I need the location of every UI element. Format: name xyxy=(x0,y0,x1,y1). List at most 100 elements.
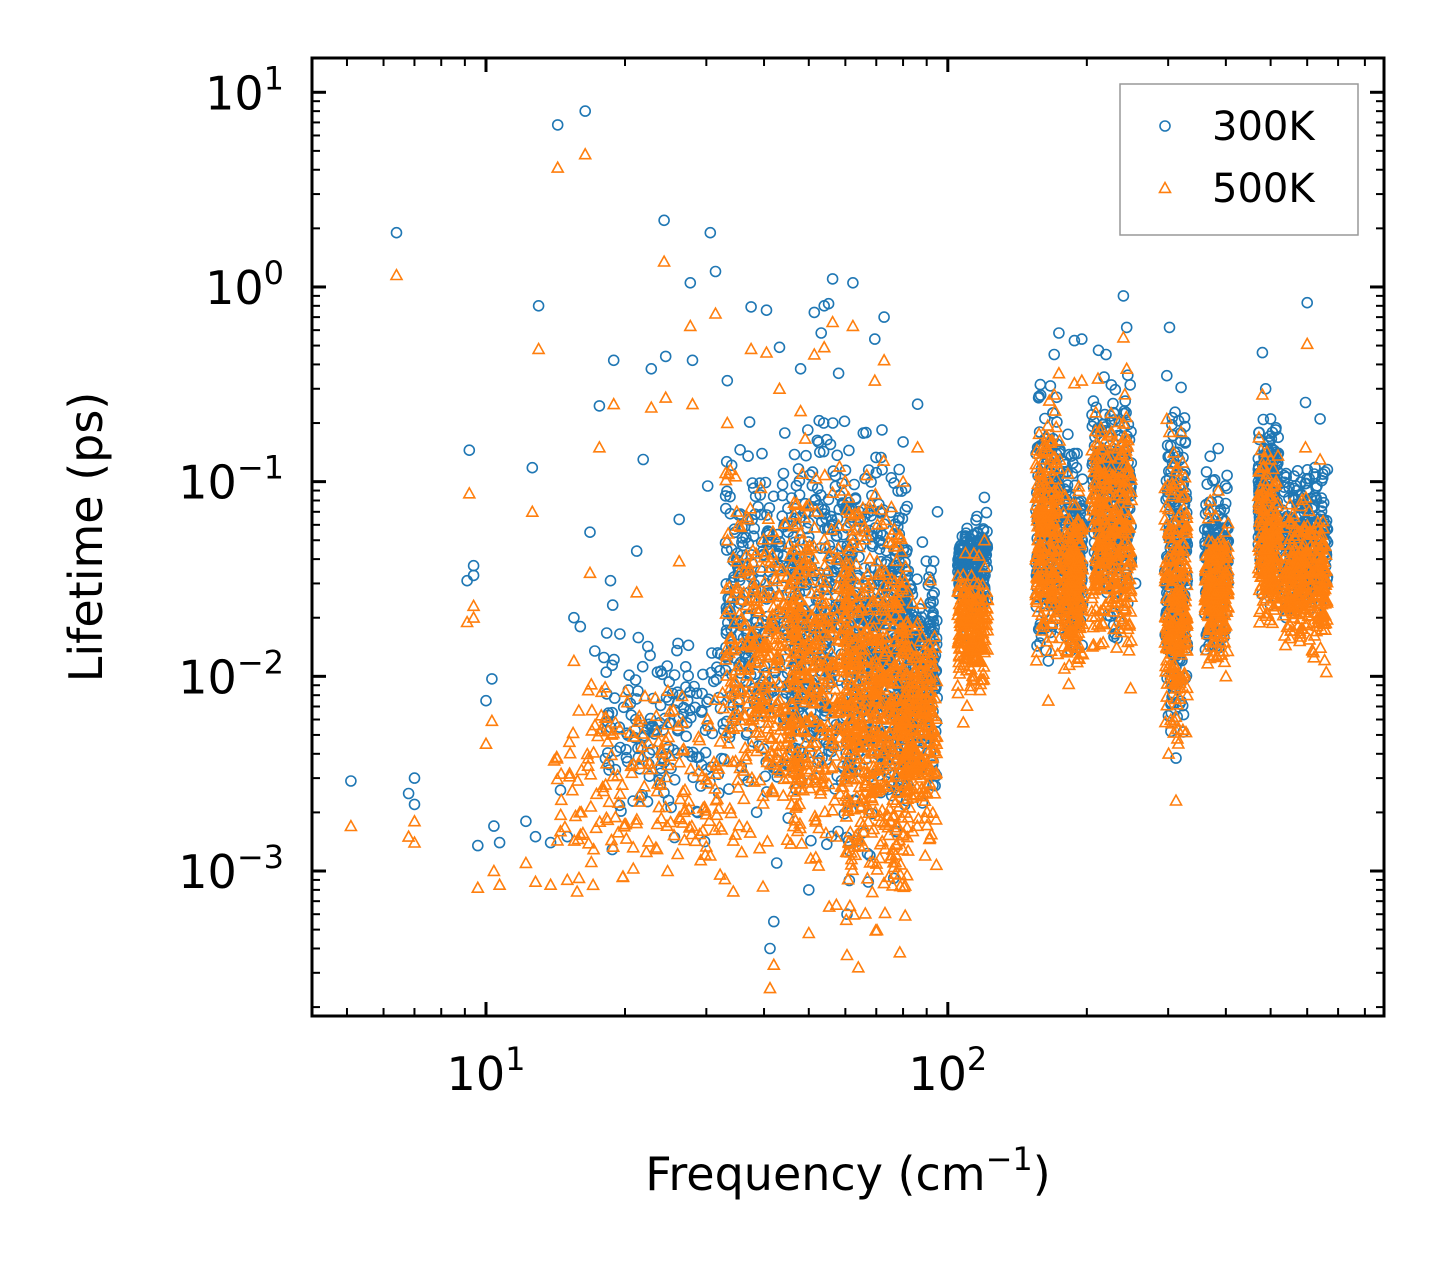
300K-point xyxy=(606,659,619,672)
300K-point xyxy=(771,528,784,541)
300K-point xyxy=(893,512,905,524)
300K-point xyxy=(713,664,726,677)
300K-point xyxy=(661,660,674,672)
300K-point xyxy=(805,834,817,847)
300K-point xyxy=(830,530,843,542)
300K-point xyxy=(658,214,670,227)
300K-point xyxy=(843,444,855,457)
300K-point xyxy=(767,915,780,928)
300K-point xyxy=(1053,327,1065,339)
300K-point xyxy=(660,691,673,703)
300K-point xyxy=(847,276,859,289)
300K-point xyxy=(709,265,722,278)
300K-point xyxy=(608,653,620,666)
300K-point xyxy=(1301,296,1313,309)
300K-point xyxy=(671,644,683,657)
300K-point xyxy=(1163,321,1176,334)
300K-point xyxy=(668,773,681,786)
300K-point xyxy=(682,669,695,682)
300K-point xyxy=(755,508,767,521)
300K-point xyxy=(599,752,612,765)
300K-point xyxy=(544,836,557,849)
300K-point xyxy=(607,354,620,367)
300K-point xyxy=(808,306,821,319)
300K-point xyxy=(777,467,790,480)
300K-point xyxy=(600,688,613,700)
300K-point xyxy=(743,416,756,428)
300K-point xyxy=(520,815,532,828)
300K-point xyxy=(614,628,626,640)
300K-point xyxy=(756,447,768,460)
300K-point xyxy=(699,746,712,759)
300K-point xyxy=(408,798,421,811)
300K-point xyxy=(706,647,718,659)
300K-point xyxy=(1212,442,1224,455)
300K-point xyxy=(551,119,564,131)
300K-point xyxy=(815,327,828,339)
300K-point xyxy=(574,620,587,633)
300K-point xyxy=(878,311,890,323)
300K-point xyxy=(760,509,773,521)
300K-point xyxy=(690,687,703,700)
300K-point xyxy=(719,502,732,515)
300K-point xyxy=(345,775,357,787)
300K-point xyxy=(620,751,633,764)
300K-point xyxy=(788,448,801,461)
300K-point xyxy=(604,574,617,587)
300K-point xyxy=(767,490,780,503)
300K-point xyxy=(745,301,757,313)
300K-point xyxy=(754,489,767,501)
300K-point xyxy=(666,687,679,700)
300K-point xyxy=(1204,450,1216,463)
300K-point xyxy=(1161,369,1173,382)
300K-point xyxy=(764,942,776,955)
300K-point xyxy=(614,741,627,754)
300K-point xyxy=(801,424,814,436)
300K-point xyxy=(822,297,835,310)
300K-point xyxy=(408,772,421,784)
300K-point xyxy=(532,299,545,312)
300K-point xyxy=(749,508,761,521)
300K-point xyxy=(747,482,760,495)
300K-point xyxy=(870,451,882,464)
300K-point xyxy=(870,466,883,479)
300K-point xyxy=(606,599,619,611)
300K-point xyxy=(644,712,657,725)
300K-point xyxy=(1299,396,1312,409)
300K-point xyxy=(813,414,826,427)
300K-point xyxy=(624,697,637,710)
300K-point xyxy=(480,694,492,707)
300K-point xyxy=(1314,413,1326,425)
300K-point xyxy=(686,354,699,367)
300K-point xyxy=(802,884,815,896)
300K-point xyxy=(911,398,924,411)
300K-point xyxy=(632,631,645,644)
300K-point xyxy=(493,836,506,849)
300K-point xyxy=(390,226,403,239)
300K-point xyxy=(600,666,613,679)
300K-point xyxy=(772,540,785,553)
300K-point xyxy=(593,400,606,412)
300K-point xyxy=(704,226,717,239)
300K-point xyxy=(876,424,888,436)
300K-point xyxy=(824,438,837,451)
300K-point xyxy=(630,545,643,557)
300K-point xyxy=(742,450,754,462)
300K-point xyxy=(778,427,791,439)
300K-point xyxy=(701,696,713,708)
300K-point xyxy=(684,276,697,289)
300K-point xyxy=(637,453,650,466)
300K-point xyxy=(865,509,877,522)
300K-point xyxy=(1120,321,1133,334)
300K-point xyxy=(632,685,644,697)
300K-point xyxy=(588,645,601,657)
300K-point xyxy=(623,669,635,682)
300K-point xyxy=(650,724,663,737)
300K-point xyxy=(643,770,656,783)
300K-point xyxy=(1117,290,1130,302)
300K-point xyxy=(668,669,681,681)
300K-point xyxy=(838,415,851,428)
300K-point xyxy=(1256,346,1269,359)
300K-point xyxy=(734,443,746,456)
